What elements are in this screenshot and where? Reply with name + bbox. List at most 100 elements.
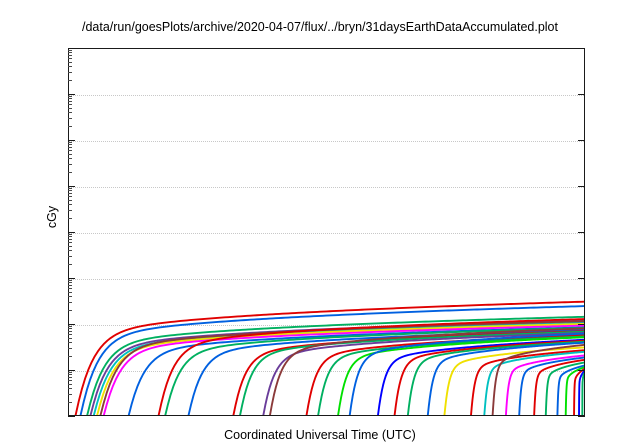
- data-curve: [102, 324, 584, 415]
- y-axis-minor-tick: [68, 172, 72, 174]
- y-axis-minor-tick: [68, 153, 72, 155]
- y-axis-minor-tick: [68, 72, 72, 74]
- data-curve: [157, 318, 584, 415]
- y-axis-minor-tick: [68, 328, 72, 330]
- y-axis-minor-tick: [68, 204, 72, 206]
- y-axis-tick: [68, 186, 75, 187]
- y-axis-minor-tick: [68, 66, 72, 68]
- data-curve: [262, 332, 584, 415]
- data-curve: [74, 300, 584, 415]
- y-axis-tick-right: [578, 278, 585, 279]
- y-axis-tick: [68, 94, 75, 95]
- data-curve: [544, 361, 584, 415]
- y-axis-tick: [68, 278, 75, 279]
- y-axis-minor-tick: [68, 245, 72, 247]
- y-axis-minor-tick: [68, 52, 72, 54]
- y-axis-minor-tick: [68, 58, 72, 60]
- data-curve: [504, 354, 584, 415]
- y-axis-tick-right: [578, 186, 585, 187]
- y-axis-minor-tick: [68, 256, 72, 258]
- y-axis-tick: [68, 370, 75, 371]
- y-axis-minor-tick: [68, 383, 72, 385]
- y-axis-minor-tick: [68, 388, 72, 390]
- y-axis-tick-right: [578, 140, 585, 141]
- y-axis-minor-tick: [68, 334, 72, 336]
- gridline: [69, 95, 584, 96]
- y-axis-minor-tick: [68, 190, 72, 192]
- y-axis-tick-right: [578, 416, 585, 417]
- data-curve: [564, 366, 584, 415]
- y-axis-minor-tick: [68, 380, 72, 382]
- y-axis-minor-tick: [68, 310, 72, 312]
- page-title: /data/run/goesPlots/archive/2020-04-07/f…: [82, 20, 558, 34]
- y-axis-label: cGy: [45, 205, 59, 229]
- y-axis-minor-tick: [68, 61, 72, 63]
- data-curve: [426, 341, 584, 415]
- y-axis-minor-tick: [68, 285, 72, 287]
- y-axis-minor-tick: [68, 288, 72, 290]
- y-axis-minor-tick: [68, 104, 72, 106]
- y-axis-minor-tick: [68, 80, 72, 82]
- y-axis-minor-tick: [68, 55, 72, 57]
- y-axis-minor-tick: [68, 236, 72, 238]
- gridline: [69, 141, 584, 142]
- gridline: [69, 187, 584, 188]
- y-axis-minor-tick: [68, 331, 72, 333]
- y-axis-minor-tick: [68, 264, 72, 266]
- y-axis-tick: [68, 416, 75, 417]
- y-axis-tick-right: [578, 94, 585, 95]
- y-axis-minor-tick: [68, 196, 72, 198]
- plot-frame: [68, 48, 585, 416]
- y-axis-minor-tick: [68, 374, 72, 376]
- y-axis-minor-tick: [68, 193, 72, 195]
- data-curve: [491, 343, 584, 415]
- y-axis-tick-right: [578, 232, 585, 233]
- data-curve: [518, 356, 584, 415]
- y-axis-tick: [68, 48, 75, 49]
- y-axis-minor-tick: [68, 210, 72, 212]
- data-curve: [443, 346, 584, 415]
- y-axis-minor-tick: [68, 372, 72, 374]
- x-axis-label: Coordinated Universal Time (UTC): [224, 428, 416, 442]
- y-axis-minor-tick: [68, 282, 72, 284]
- y-axis-tick-right: [578, 48, 585, 49]
- data-curve: [377, 338, 584, 415]
- data-curve: [239, 330, 584, 415]
- y-axis-tick-right: [578, 370, 585, 371]
- data-curve: [533, 358, 584, 415]
- y-axis-tick: [68, 140, 75, 141]
- y-axis-minor-tick: [68, 356, 72, 358]
- plot-area: 10-410-310-210-1100101102103104 cGy: [45, 48, 585, 417]
- gridline: [69, 371, 584, 372]
- y-axis-tick: [68, 324, 75, 325]
- y-axis-minor-tick: [68, 164, 72, 166]
- data-curve: [581, 372, 584, 415]
- gridline: [69, 233, 584, 234]
- y-axis-minor-tick: [68, 296, 72, 298]
- y-axis-minor-tick: [68, 158, 72, 160]
- data-curve: [86, 315, 584, 415]
- y-axis-minor-tick: [68, 107, 72, 109]
- data-curve: [96, 322, 584, 415]
- data-curve: [187, 329, 584, 415]
- y-axis-minor-tick: [68, 142, 72, 144]
- y-axis-minor-tick: [68, 234, 72, 236]
- y-axis-minor-tick: [68, 101, 72, 103]
- y-axis-minor-tick: [68, 348, 72, 350]
- data-curve: [164, 326, 584, 415]
- data-curve: [269, 327, 584, 415]
- y-axis-minor-tick: [68, 144, 72, 146]
- y-axis-minor-tick: [68, 326, 72, 328]
- curve-layer: [74, 300, 584, 415]
- y-axis-minor-tick: [68, 150, 72, 152]
- y-axis-minor-tick: [68, 188, 72, 190]
- y-axis-minor-tick: [68, 250, 72, 252]
- y-axis-minor-tick: [68, 239, 72, 241]
- y-axis-minor-tick: [68, 50, 72, 52]
- y-axis-minor-tick: [68, 377, 72, 379]
- y-axis-minor-tick: [68, 342, 72, 344]
- y-axis-minor-tick: [68, 280, 72, 282]
- data-curve: [578, 370, 584, 415]
- data-curve: [393, 339, 584, 415]
